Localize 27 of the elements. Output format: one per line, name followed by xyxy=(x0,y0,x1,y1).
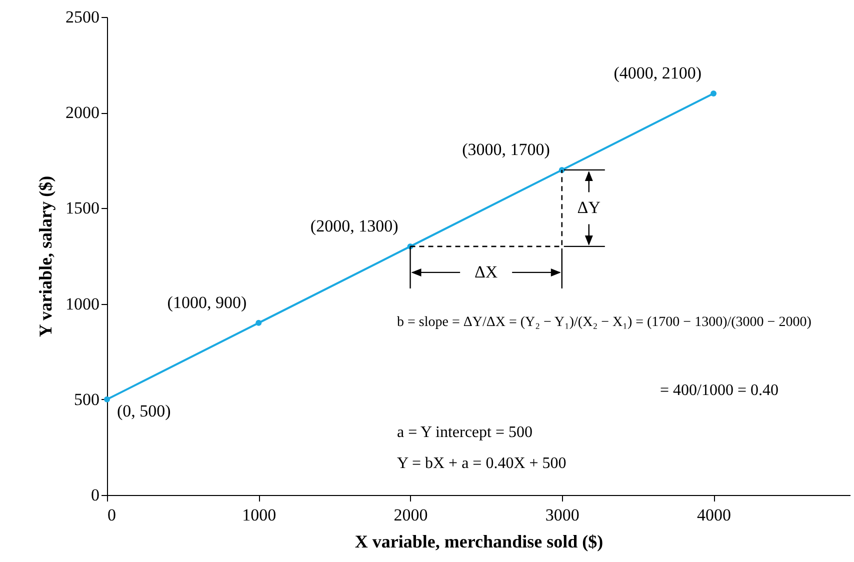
y-tick-label: 2000 xyxy=(66,103,100,122)
x-tick-label: 0 xyxy=(108,506,116,524)
y-axis-title: Y variable, salary ($) xyxy=(36,176,56,338)
annotation: (1000, 900) xyxy=(167,292,247,312)
annotation: (4000, 2100) xyxy=(614,63,702,82)
y-tick-label: 2500 xyxy=(66,8,100,26)
annotation: = 400/1000 = 0.40 xyxy=(660,382,778,399)
y-tick-label: 500 xyxy=(74,390,100,409)
annotation: (2000, 1300) xyxy=(310,216,398,236)
point xyxy=(256,320,262,326)
annotation: (3000, 1700) xyxy=(462,140,550,159)
x-tick-label: 2000 xyxy=(394,506,428,524)
annotation: ΔY xyxy=(577,198,601,218)
y-tick-label: 1000 xyxy=(66,294,100,314)
annotation: a = Y intercept = 500 xyxy=(397,424,532,441)
x-tick-label: 1000 xyxy=(242,506,276,524)
point xyxy=(104,396,110,402)
y-tick-label: 1500 xyxy=(66,198,100,218)
annotation: b = slope = ΔY/ΔX = (Y₂ − Y₁)/(X₂ − X₁) = (1700 − 1300)/(3000 − 2000) xyxy=(397,315,812,330)
y-tick-label: 0 xyxy=(91,486,100,504)
annotation: Y = bX + a = 0.40X + 500 xyxy=(397,455,566,472)
x-tick-label: 3000 xyxy=(545,506,580,524)
point xyxy=(710,90,717,96)
annotation: (0, 500) xyxy=(117,401,171,420)
annotation: ΔX xyxy=(474,262,498,282)
x-tick-label: 4000 xyxy=(697,506,732,524)
x-axis-title: X variable, merchandise sold ($) xyxy=(354,532,604,552)
